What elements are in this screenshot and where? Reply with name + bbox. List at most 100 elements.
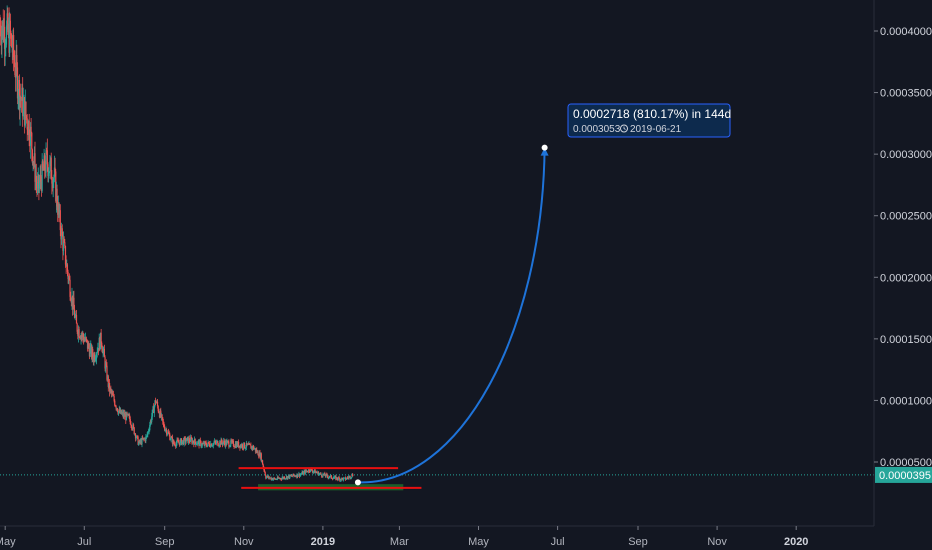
candle-body bbox=[103, 348, 105, 358]
candle-body bbox=[279, 478, 281, 479]
candle-body bbox=[302, 472, 305, 475]
candle-body bbox=[149, 420, 152, 425]
candle-body bbox=[348, 476, 350, 479]
candle-body bbox=[171, 437, 173, 439]
measure-annotation[interactable]: 0.0002718 (810.17%) in 144d 0.0003053 2019… bbox=[567, 103, 731, 138]
candle-body bbox=[33, 161, 35, 163]
candle-body bbox=[143, 438, 146, 440]
candle-body bbox=[107, 376, 109, 380]
candle-body bbox=[188, 438, 190, 441]
projection-layer bbox=[354, 144, 549, 486]
projection-start-handle[interactable] bbox=[354, 479, 361, 486]
candle-body bbox=[228, 441, 230, 447]
candle-body bbox=[282, 477, 284, 479]
candle-body bbox=[11, 47, 13, 53]
candle-body bbox=[275, 479, 277, 480]
candle-body bbox=[306, 471, 308, 472]
candle-body bbox=[48, 172, 50, 176]
clock-hands bbox=[623, 126, 626, 130]
candle-body bbox=[226, 441, 229, 442]
candle-body bbox=[308, 469, 310, 472]
candle-body bbox=[295, 476, 297, 477]
projection-end-handle[interactable] bbox=[541, 144, 548, 151]
candle-body bbox=[22, 87, 24, 117]
candle-body bbox=[135, 437, 137, 439]
candle-body bbox=[142, 438, 144, 440]
candle-body bbox=[328, 477, 330, 479]
candle-body bbox=[239, 445, 241, 449]
candle-body bbox=[282, 477, 284, 479]
candle-body bbox=[210, 443, 212, 448]
candle-body bbox=[187, 437, 189, 443]
candle-body bbox=[305, 470, 307, 472]
candle-body bbox=[182, 440, 185, 445]
candle-body bbox=[77, 329, 80, 336]
candle-body bbox=[333, 476, 336, 478]
candle-body bbox=[251, 446, 253, 449]
candle-body bbox=[0, 36, 2, 44]
candle-body bbox=[245, 442, 247, 448]
candle-body bbox=[7, 13, 9, 33]
candle-body bbox=[137, 436, 139, 445]
candle-body bbox=[24, 97, 26, 126]
candle-body bbox=[178, 442, 180, 444]
candle-body bbox=[333, 477, 335, 479]
candle-body bbox=[202, 442, 205, 444]
candle-body bbox=[257, 451, 259, 456]
candle-body bbox=[191, 440, 194, 444]
candle-body bbox=[57, 203, 59, 215]
candle-body bbox=[232, 440, 234, 442]
candle-body bbox=[256, 449, 258, 453]
candle-body bbox=[160, 414, 163, 418]
candle-body bbox=[86, 340, 89, 349]
candle-body bbox=[319, 473, 321, 475]
candle-body bbox=[186, 437, 188, 439]
candle-body bbox=[139, 440, 141, 443]
candle-body bbox=[11, 34, 13, 48]
candle-body bbox=[18, 79, 21, 111]
candle-body bbox=[201, 445, 203, 447]
candle-body bbox=[338, 477, 340, 479]
candle-body bbox=[309, 471, 311, 473]
candle-body bbox=[100, 332, 102, 344]
candle-body bbox=[77, 331, 79, 336]
candle-body bbox=[97, 348, 100, 351]
annotation-box[interactable] bbox=[567, 103, 731, 138]
candle-body bbox=[166, 429, 168, 435]
candle-body bbox=[169, 439, 172, 441]
candle-body bbox=[225, 440, 227, 447]
candle-body bbox=[164, 429, 166, 431]
candle-body bbox=[326, 474, 328, 475]
candle-body bbox=[29, 126, 32, 146]
candle-body bbox=[16, 55, 18, 68]
candle-body bbox=[58, 203, 60, 215]
candle-body bbox=[274, 479, 277, 480]
projection-curve[interactable] bbox=[357, 147, 546, 484]
candle-body bbox=[289, 474, 292, 476]
candle-body bbox=[337, 477, 340, 480]
candle-body bbox=[281, 478, 283, 480]
candle-body bbox=[14, 62, 16, 76]
candle-body bbox=[292, 473, 294, 477]
candle-body bbox=[38, 182, 41, 189]
candle-body bbox=[56, 188, 58, 207]
candle-body bbox=[186, 438, 188, 442]
candle-body bbox=[278, 478, 280, 479]
candle-body bbox=[95, 358, 97, 360]
candle-body bbox=[180, 438, 183, 445]
candle-body bbox=[211, 445, 213, 447]
candle-body bbox=[273, 477, 275, 479]
price-axis[interactable]: 0.0000500 0.0001000 0.0001500 0.0002000 0.00… bbox=[874, 26, 932, 469]
candle-body bbox=[346, 477, 348, 479]
candle-body bbox=[254, 448, 257, 452]
candle-body bbox=[152, 406, 154, 410]
candle-body bbox=[184, 438, 187, 443]
candle-body bbox=[134, 433, 137, 439]
candle-body bbox=[156, 401, 158, 403]
y-tick-label: 0.0001000 bbox=[880, 395, 932, 407]
candle-body bbox=[271, 478, 273, 480]
time-axis[interactable]: May Jul Sep Nov 2019 Mar May Jul Sep Nov 2020 bbox=[0, 526, 808, 548]
candle-body bbox=[101, 348, 104, 354]
candle-body bbox=[94, 354, 96, 361]
